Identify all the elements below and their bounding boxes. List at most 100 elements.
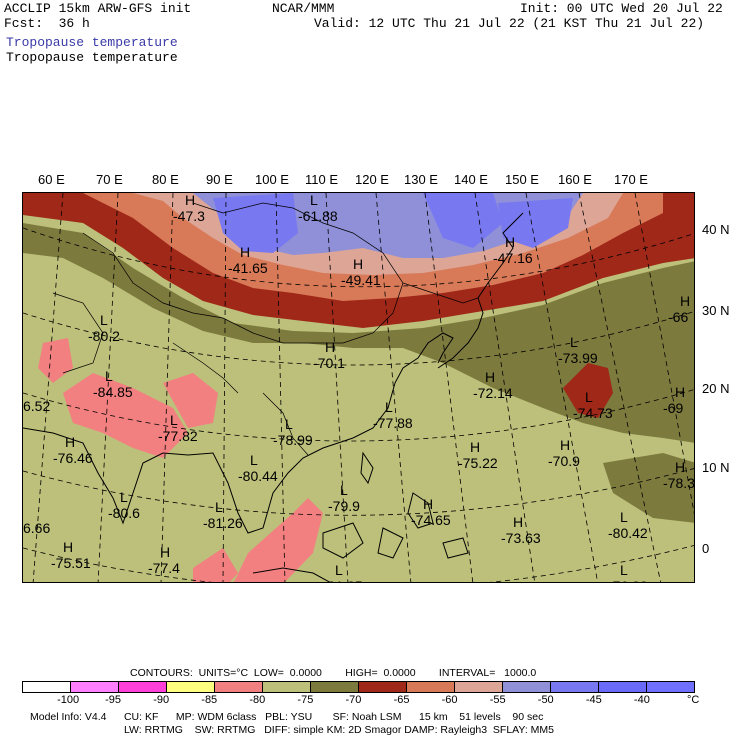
colorbar-tick-label: -55 bbox=[489, 694, 506, 706]
shading-patch-minus80-bengal bbox=[163, 373, 218, 428]
extremum-value: -49.41 bbox=[341, 272, 381, 288]
high-marker: H bbox=[160, 544, 170, 560]
colorbar-tick-label: -45 bbox=[585, 694, 602, 706]
shading-patch-minus80-south bbox=[233, 498, 323, 582]
low-marker: L bbox=[105, 368, 113, 384]
extremum-value: -81.25 bbox=[323, 578, 363, 583]
extremum-value: -70.9 bbox=[548, 453, 580, 469]
low-marker: L bbox=[570, 334, 578, 350]
low-marker: L bbox=[170, 412, 178, 428]
low-marker: L bbox=[620, 562, 628, 578]
shading-patch-minus65-pacific bbox=[563, 363, 613, 418]
extremum-value: -78.34 bbox=[663, 475, 695, 491]
shading-blob-minus45-east bbox=[498, 198, 573, 248]
extremum-value: 6.66 bbox=[23, 520, 50, 536]
tropopause-temperature-map: H-47.3L-61.88H-41.65 H-49.41H-47.16H-66L-… bbox=[23, 193, 695, 583]
lon-label-110e: 110 E bbox=[305, 172, 339, 187]
colorbar-segment bbox=[119, 682, 167, 692]
extremum-value: -80.42 bbox=[608, 525, 648, 541]
shading-patch-minus70-pacific bbox=[603, 453, 694, 523]
colorbar-segment bbox=[455, 682, 503, 692]
model-info-line2: LW: RRTMG SW: RRTMG DIFF: simple KM: 2D … bbox=[124, 724, 555, 736]
high-marker: H bbox=[485, 369, 495, 385]
field-title-shaded: Tropopause temperature bbox=[6, 35, 178, 50]
lat-label-30n: 30 N bbox=[702, 303, 730, 318]
lon-label-60e: 60 E bbox=[38, 172, 65, 187]
colorbar-tick-label: -40 bbox=[633, 694, 650, 706]
high-marker: H bbox=[470, 439, 480, 455]
low-marker: L bbox=[340, 482, 348, 498]
high-marker: H bbox=[185, 193, 195, 208]
extremum-value: -61.88 bbox=[298, 208, 338, 224]
extremum-value: -41.65 bbox=[228, 260, 268, 276]
low-marker: L bbox=[250, 452, 258, 468]
colorbar-tick-label: -100 bbox=[57, 694, 80, 706]
extremum-value: -72.14 bbox=[473, 385, 513, 401]
longitude-lines bbox=[32, 193, 694, 582]
low-marker: L bbox=[385, 399, 393, 415]
extremum-value: -69 bbox=[663, 400, 683, 416]
high-marker: H bbox=[560, 437, 570, 453]
extremum-value: -76.46 bbox=[53, 450, 93, 466]
model-info-line1: Model Info: V4.4 CU: KF MP: WDM 6class P… bbox=[30, 711, 544, 723]
low-marker: L bbox=[310, 193, 318, 208]
high-marker: H bbox=[63, 539, 73, 555]
colorbar-segment bbox=[311, 682, 359, 692]
extremum-value: -73.99 bbox=[558, 350, 598, 366]
extremum-value: -80.44 bbox=[238, 468, 278, 484]
low-marker: L bbox=[215, 499, 223, 515]
map-panel: H -47.3 L -61.88 H -41.65 H -49.41 H -47.16 H -66 L -… bbox=[22, 192, 695, 583]
low-marker: L bbox=[285, 416, 293, 432]
extremum-value: -75.22 bbox=[458, 455, 498, 471]
extremum-value: -47.16 bbox=[493, 250, 533, 266]
high-marker: H bbox=[65, 434, 75, 450]
lat-label-20n: 20 N bbox=[702, 381, 730, 396]
extremum-value: -75.51 bbox=[51, 555, 91, 571]
lon-label-160e: 160 E bbox=[558, 172, 592, 187]
high-marker: H bbox=[505, 234, 515, 250]
latitude-lines bbox=[23, 227, 694, 582]
high-marker: H bbox=[240, 244, 250, 260]
extrema-labels: H-47.3L-61.88H-41.65 H-49.41H-47.16H-66L-… bbox=[23, 193, 695, 583]
extremum-value: -77.4 bbox=[148, 560, 180, 576]
extremum-value: -76.88 bbox=[608, 578, 648, 583]
colorbar-segment bbox=[407, 682, 455, 692]
high-marker: H bbox=[675, 384, 685, 400]
colorbar-segment bbox=[599, 682, 647, 692]
colorbar-tick-label: -60 bbox=[441, 694, 458, 706]
lat-label-10n: 10 N bbox=[702, 460, 730, 475]
lon-label-170e: 170 E bbox=[614, 172, 648, 187]
extremum-value: -78.99 bbox=[273, 432, 313, 448]
colorbar-tick-label: -75 bbox=[297, 694, 314, 706]
field-title-contour: Tropopause temperature bbox=[6, 50, 178, 65]
colorbar bbox=[22, 681, 695, 693]
lon-label-120e: 120 E bbox=[355, 172, 389, 187]
colorbar-tick-label: -85 bbox=[201, 694, 218, 706]
colorbar-tick-label: -95 bbox=[105, 694, 122, 706]
extremum-value: -80.6 bbox=[108, 505, 140, 521]
colorbar-segment bbox=[167, 682, 215, 692]
shading-patch-minus80-arabian bbox=[38, 338, 73, 383]
contour-info: CONTOURS: UNITS=°C LOW= 0.0000 HIGH= 0.0… bbox=[130, 667, 537, 679]
colorbar-segment bbox=[647, 682, 694, 692]
lon-label-100e: 100 E bbox=[255, 172, 289, 187]
high-marker: H bbox=[353, 256, 363, 272]
colorbar-segment bbox=[263, 682, 311, 692]
political-boundaries bbox=[52, 202, 479, 456]
low-marker: L bbox=[335, 562, 343, 578]
high-marker: H bbox=[680, 293, 690, 309]
model-title: ACCLIP 15km ARW-GFS init bbox=[4, 1, 192, 16]
high-marker: H bbox=[675, 459, 685, 475]
high-marker: H bbox=[423, 496, 433, 512]
extremum-value: -70.1 bbox=[313, 355, 345, 371]
extremum-value: 6.52 bbox=[23, 398, 50, 414]
colorbar-tick-label: -80 bbox=[249, 694, 266, 706]
colorbar-segment bbox=[215, 682, 263, 692]
colorbar-tick-label: -90 bbox=[153, 694, 170, 706]
extremum-value: -79.9 bbox=[328, 498, 360, 514]
lon-label-80e: 80 E bbox=[152, 172, 179, 187]
extremum-value: -80.2 bbox=[88, 328, 120, 344]
lon-label-150e: 150 E bbox=[505, 172, 539, 187]
colorbar-tick-label: -65 bbox=[393, 694, 410, 706]
low-marker: L bbox=[120, 489, 128, 505]
